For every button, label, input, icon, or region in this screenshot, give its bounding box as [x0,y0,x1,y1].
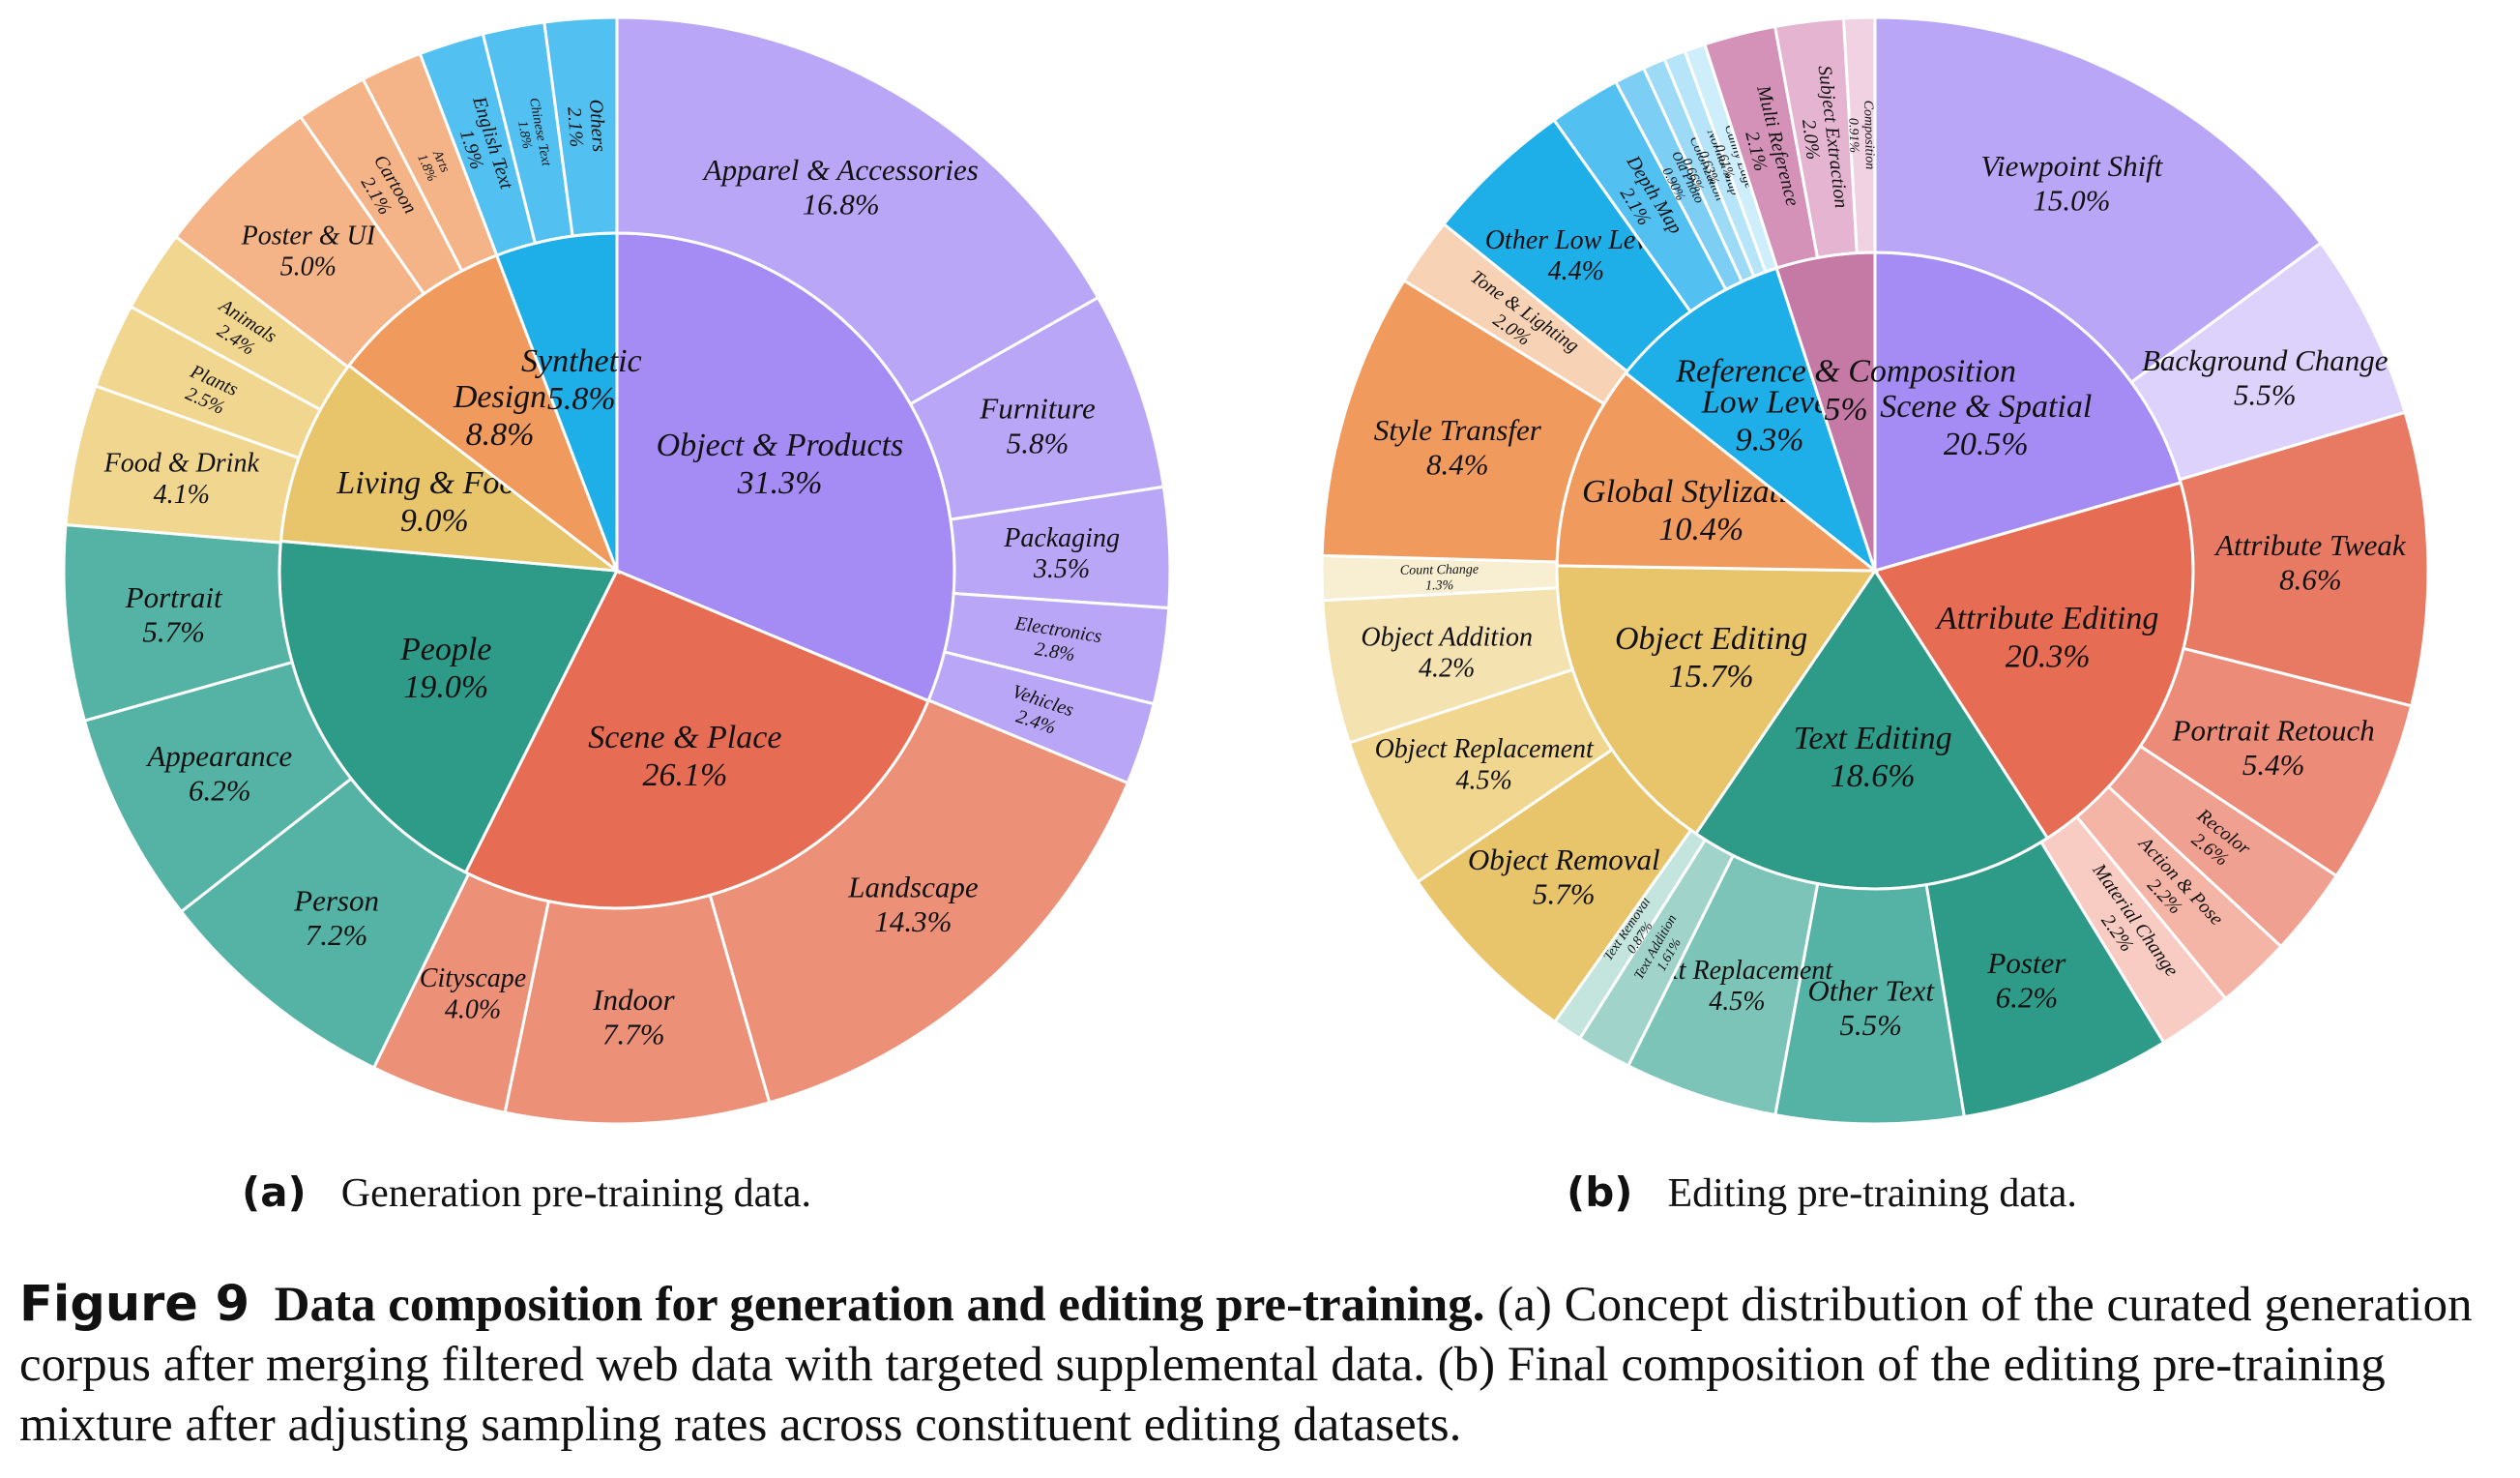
figure-label: Figure 9 [19,1276,250,1333]
outer-label-style-transfer: Style Transfer 8.4% [1374,413,1542,482]
outer-slice-composition [1841,15,1877,255]
subcaption-a-tag: (a) [242,1168,307,1216]
outer-slice-others [542,15,619,238]
outer-label-other-text: Other Text 5.5% [1807,973,1935,1042]
inner-label-design: Design 8.8% [453,379,546,453]
inner-label-reference-and-composition: Reference & Composition 5% [1675,354,2016,428]
outer-slice-viewpoint-shift [1873,15,2323,385]
inner-label-people: People 19.0% [399,632,491,705]
outer-label-count-change: Count Change1.3% [1400,563,1480,594]
outer-label-composition: Composition0.91% [1845,101,1877,170]
inner-label-synthetic: Synthetic 5.8% [521,343,642,417]
inner-label-scene-and-place: Scene & Place 26.1% [588,720,781,793]
outer-label-poster-and-ui: Poster & UI 5.0% [241,221,377,281]
outer-label-others: Others2.1% [563,99,610,155]
outer-label-portrait-retouch: Portrait Retouch 5.4% [2172,714,2375,783]
subcaption-b-text: Editing pre-training data. [1667,1171,2077,1216]
sunburst-generation: Object & Products 31.3% Scene & Place 26.1%… [62,15,1172,1126]
subcaption-a: (a) Generation pre-training data. [242,1159,811,1227]
outer-slice-apparel-and-accessories [615,15,1100,406]
outer-label-food-and-drink: Food & Drink 4.1% [103,449,260,510]
outer-label-object-addition: Object Addition 4.2% [1361,622,1533,683]
outer-label-cartoon: Cartoon2.1% [350,151,421,228]
outer-label-appearance: Appearance 6.2% [145,739,292,808]
outer-label-portrait: Portrait 5.7% [125,580,223,649]
outer-label-background-change: Background Change 5.5% [2142,343,2388,412]
outer-label-apparel-and-accessories: Apparel & Accessories 16.8% [702,153,979,222]
outer-label-furniture: Furniture 5.8% [979,392,1096,460]
subcaption-a-text: Generation pre-training data. [340,1171,812,1216]
inner-label-object-editing: Object Editing 15.7% [1615,621,1807,695]
outer-label-attribute-tweak: Attribute Tweak 8.6% [2213,528,2407,597]
sunburst-editing: Scene & Spatial 20.5% Attribute Editing 20.… [1320,15,2430,1126]
outer-label-indoor: Indoor 7.7% [592,983,675,1051]
chart-editing-sunburst: Scene & Spatial 20.5% Attribute Editing 20.… [1260,0,2520,1151]
inner-label-attribute-editing: Attribute Editing 20.3% [1935,601,2158,674]
outer-label-packaging: Packaging 3.5% [1003,523,1120,584]
outer-label-poster: Poster 6.2% [1986,946,2066,1015]
outer-label-cityscape: Cityscape 4.0% [420,963,526,1024]
subcaption-b-tag: (b) [1567,1168,1633,1216]
outer-label-object-removal: Object Removal 5.7% [1468,842,1660,911]
figure-title: Data composition for generation and edit… [274,1278,1485,1332]
figure-text: (a) Concept distribution of the curated … [19,1278,2473,1452]
chart-generation-sunburst: Object & Products 31.3% Scene & Place 26.1%… [0,0,1260,1151]
outer-label-person: Person 7.2% [293,884,379,953]
inner-label-low-level: Low Level 9.3% [1701,385,1838,458]
inner-label-text-editing: Text Editing 18.6% [1794,721,1952,794]
outer-label-other-low-level: Other Low Level 4.4% [1485,225,1667,286]
outer-label-object-replacement: Object Replacement 4.5% [1375,734,1595,795]
outer-label-landscape: Landscape 14.3% [847,871,979,939]
subcaption-b: (b) Editing pre-training data. [1567,1159,2077,1227]
outer-label-english-text: English Text1.9% [447,93,517,198]
inner-label-scene-and-spatial: Scene & Spatial 20.5% [1880,389,2092,462]
inner-label-object-and-products: Object & Products 31.3% [657,428,904,501]
figure-caption: Figure 9 Data composition for generation… [19,1275,2505,1455]
outer-label-viewpoint-shift: Viewpoint Shift 15.0% [1980,149,2163,218]
outer-slice-landscape [708,697,1130,1105]
